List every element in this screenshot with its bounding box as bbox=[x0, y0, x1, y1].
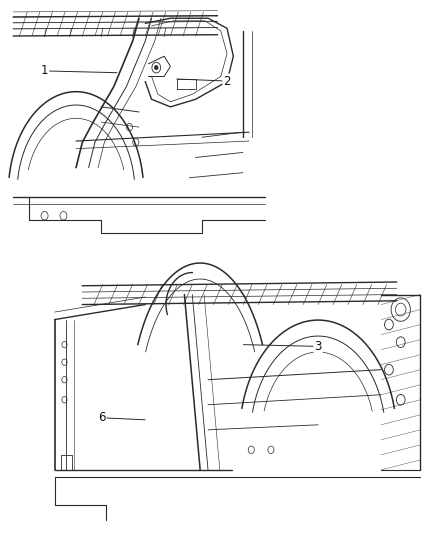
Text: 3: 3 bbox=[243, 340, 322, 353]
Text: 6: 6 bbox=[98, 411, 145, 424]
Text: 2: 2 bbox=[177, 75, 231, 87]
Circle shape bbox=[155, 66, 158, 70]
Text: 1: 1 bbox=[41, 64, 117, 77]
